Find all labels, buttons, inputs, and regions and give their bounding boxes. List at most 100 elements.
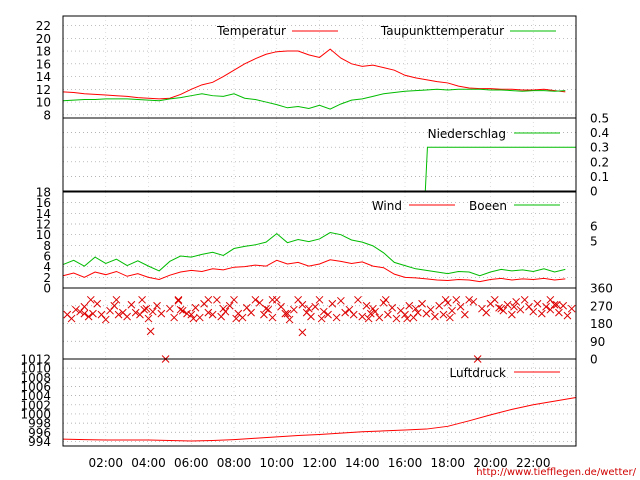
wind-direction-point	[495, 303, 503, 312]
wind-direction-point	[426, 305, 435, 314]
wind-direction-point	[101, 315, 110, 324]
wind-direction-point	[341, 308, 350, 317]
pressure-series-line-1	[62, 396, 577, 442]
wind-direction-point	[411, 304, 420, 313]
pressure-frame	[62, 358, 577, 447]
temperature-y-tick-label: 10	[36, 96, 51, 110]
wind-direction-point	[204, 295, 213, 304]
wind-direction-point	[405, 301, 414, 310]
wind-direction-point	[559, 301, 568, 310]
temperature-y-tick-label: 12	[36, 83, 51, 97]
wind-direction-point	[195, 313, 204, 322]
wind-direction-point	[281, 309, 290, 318]
wind-direction-series	[63, 295, 576, 363]
x-tick-label: 08:00	[217, 456, 252, 470]
precipitation-frame	[62, 117, 577, 192]
wind-direction-panel: 0 90 180 270 360	[62, 282, 613, 367]
temperature-y-tick-label: 22	[36, 19, 51, 33]
wind-direction-point	[93, 299, 102, 308]
wind-direction-point	[166, 304, 174, 313]
wind-direction-point	[146, 327, 155, 336]
wind-direction-point	[482, 308, 491, 317]
wind-direction-point	[555, 308, 563, 317]
wind-legend: Wind Boeen	[372, 199, 560, 213]
x-tick-label: 14:00	[345, 456, 380, 470]
wind-direction-point	[542, 302, 550, 311]
wind-direction-point	[362, 301, 371, 310]
wind-direction-point	[354, 295, 362, 304]
wind-y-tick-label: 18	[36, 186, 51, 200]
source-url-link[interactable]: http://www.tiefflegen.de/wetter/	[476, 467, 636, 478]
wind-direction-point	[510, 302, 518, 311]
temperature-series	[62, 48, 566, 110]
pressure-y-tick-label: 1010	[20, 362, 51, 376]
wind-direction-point	[191, 303, 200, 312]
wind-direction-point	[247, 308, 255, 317]
x-tick-label: 18:00	[430, 456, 465, 470]
legend-wind-label: Wind	[372, 199, 402, 213]
wind-direction-point	[311, 302, 320, 311]
wind-direction-y-tick-label: 90	[590, 335, 605, 349]
wind-y-tick-label: 16	[36, 196, 51, 210]
wind-direction-point	[251, 295, 260, 304]
wind-direction-point	[490, 295, 499, 304]
wind-y-tick-label: 10	[36, 228, 51, 242]
wind-direction-point	[366, 309, 375, 318]
legend-niederschlag-label: Niederschlag	[428, 127, 506, 141]
x-tick-label: 02:00	[88, 456, 123, 470]
precipitation-y-tick-label: 0.3	[590, 141, 609, 155]
wind-direction-point	[268, 295, 277, 304]
wind-direction-point	[456, 302, 465, 311]
precipitation-y-tick-label: 0.2	[590, 155, 609, 169]
wind-direction-point	[285, 315, 294, 324]
wind-direction-point	[148, 307, 157, 316]
wind-y-tick-label: 14	[36, 207, 51, 221]
wind-direction-point	[364, 314, 373, 323]
wind-direction-point	[413, 308, 422, 317]
pressure-y-tick-label: 994	[28, 435, 51, 449]
wind-direction-point	[178, 306, 187, 315]
wind-direction-point	[142, 304, 151, 313]
wind-series	[62, 232, 566, 283]
wind-direction-point	[268, 313, 277, 322]
wind-direction-point	[110, 301, 119, 310]
precipitation-panel: 00.10.20.30.40.5 Niederschlag	[62, 112, 609, 199]
wind-direction-point	[219, 304, 228, 313]
pressure-y-tick-label: 1004	[20, 389, 51, 403]
wind-direction-y-tick-label: 180	[590, 317, 613, 331]
wind-direction-point	[317, 314, 326, 323]
precipitation-y-tick-label: 0	[590, 185, 598, 199]
wind-direction-point	[189, 314, 198, 323]
wind-direction-point	[512, 297, 521, 306]
pressure-y-tick-label: 1008	[20, 371, 51, 385]
wind-direction-point	[508, 310, 516, 319]
wind-direction-point	[563, 311, 572, 320]
wind-direction-point	[392, 314, 401, 323]
wind-right-tick-label: 5	[590, 235, 598, 249]
wind-direction-point	[80, 309, 89, 318]
wind-direction-point	[157, 309, 166, 318]
wind-y-tick-label: 4	[43, 260, 51, 274]
wind-direction-point	[304, 304, 313, 313]
wind-direction-point	[131, 308, 140, 317]
wind-direction-point	[537, 309, 546, 318]
wind-direction-point	[80, 302, 89, 311]
wind-direction-point	[533, 299, 542, 308]
x-tick-label: 22:00	[516, 456, 551, 470]
pressure-y-tick-label: 1006	[20, 380, 51, 394]
wind-direction-point	[552, 300, 561, 309]
wind-direction-point	[381, 295, 390, 304]
x-tick-label: 04:00	[131, 456, 166, 470]
wind-direction-point	[289, 305, 298, 314]
wind-direction-point	[138, 295, 146, 304]
wind-y-tick-label: 6	[43, 250, 51, 264]
precipitation-legend: Niederschlag	[428, 127, 560, 141]
precipitation-grid	[63, 118, 576, 191]
wind-direction-point	[127, 300, 136, 309]
wind-direction-point	[497, 304, 506, 313]
x-tick-label: 20:00	[473, 456, 508, 470]
temperature-y-tick-label: 18	[36, 45, 51, 59]
